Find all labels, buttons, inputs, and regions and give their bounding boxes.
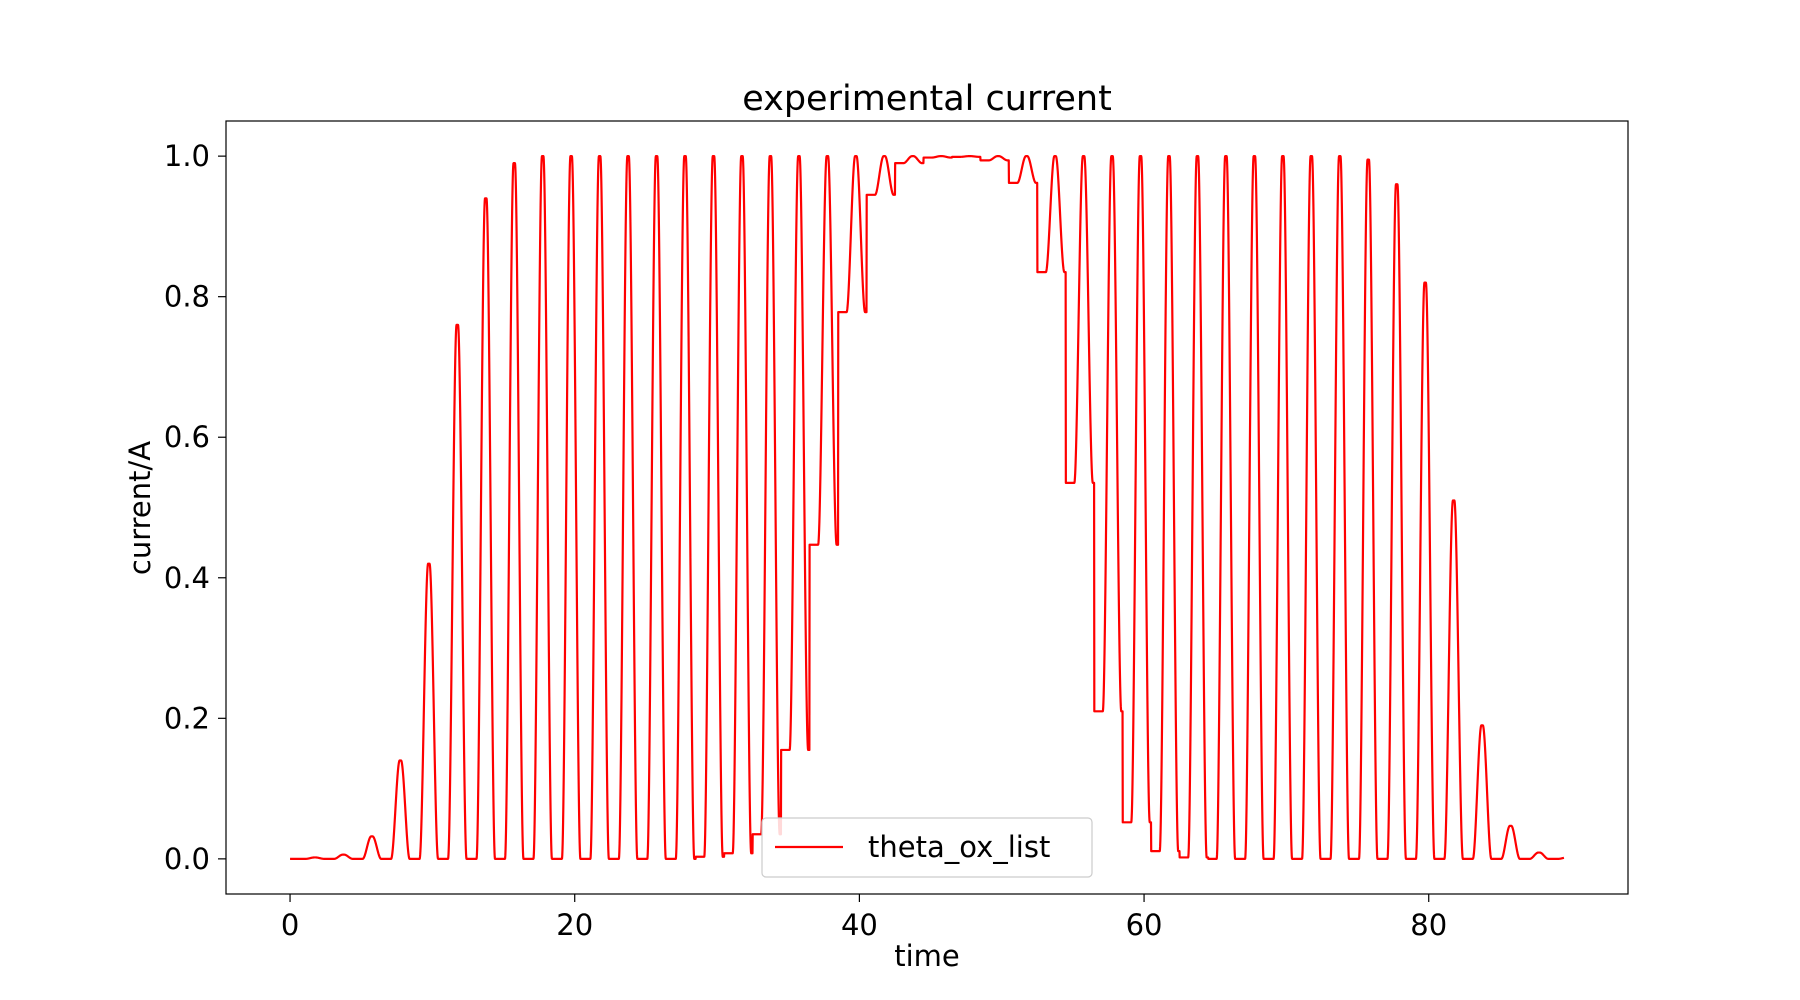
legend-label-theta-ox-list: theta_ox_list [868, 830, 1050, 864]
x-tick-label: 60 [1126, 908, 1163, 942]
y-tick-label: 0.8 [164, 280, 210, 314]
x-axis-label: time [894, 939, 960, 973]
y-tick-label: 0.2 [164, 701, 210, 735]
y-axis: 0.0 0.2 0.4 0.6 0.8 1.0 [164, 139, 226, 876]
x-axis: 0 20 40 60 80 [281, 894, 1447, 942]
chart-title: experimental current [742, 79, 1112, 119]
y-tick-label: 0.4 [164, 561, 210, 595]
y-tick-label: 0.6 [164, 420, 210, 454]
x-tick-label: 0 [281, 908, 299, 942]
legend-box [761, 817, 1093, 878]
x-tick-label: 80 [1410, 908, 1447, 942]
y-tick-label: 0.0 [164, 842, 210, 876]
y-tick-label: 1.0 [164, 139, 210, 173]
y-axis-label: current/A [123, 441, 157, 575]
series-line-theta-ox-list [289, 155, 1565, 860]
legend: theta_ox_list [761, 817, 1093, 878]
plot-frame [225, 120, 1629, 895]
x-tick-label: 20 [556, 908, 593, 942]
x-tick-label: 40 [841, 908, 878, 942]
series-layer [289, 155, 1565, 860]
